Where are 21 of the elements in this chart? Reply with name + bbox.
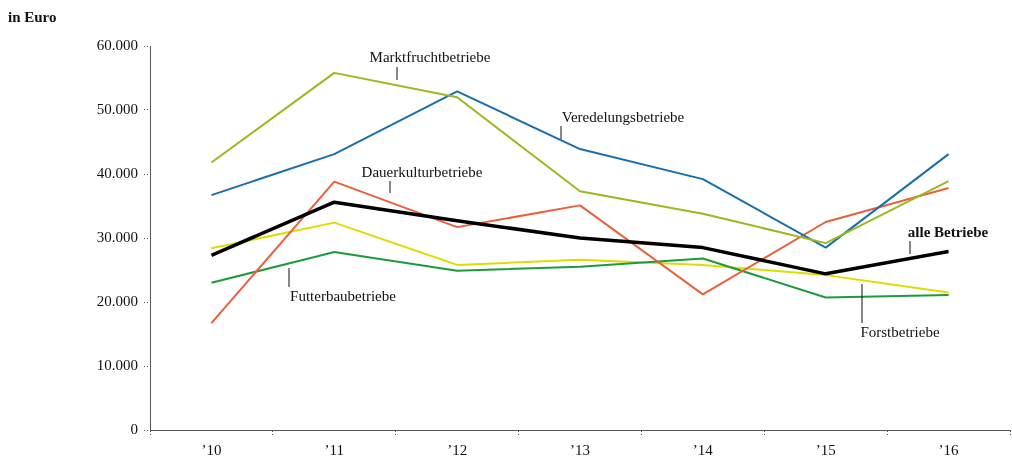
- series-label: Marktfruchtbetriebe: [369, 48, 491, 65]
- y-tick-label: 40.000: [96, 164, 138, 181]
- y-tick-label: 30.000: [96, 228, 138, 245]
- y-tick-label: 10.000: [96, 356, 138, 373]
- series-label: Veredelungsbetriebe: [561, 108, 685, 125]
- x-tick-label: ’10: [201, 441, 222, 457]
- x-tick-label: ’14: [692, 441, 714, 457]
- series-label: alle Betriebe: [907, 223, 989, 240]
- y-tick-label: 20.000: [96, 292, 138, 309]
- text: Forstbetriebe: [860, 323, 940, 340]
- series-label: Futterbaubetriebe: [290, 287, 397, 304]
- x-tick-label: ’15: [815, 441, 836, 457]
- x-tick-label: ’12: [447, 441, 468, 457]
- x-tick-label: ’11: [324, 441, 345, 457]
- chart-title: in Euro: [8, 8, 57, 25]
- x-tick-label: ’16: [938, 441, 960, 457]
- y-tick-label: 50.000: [96, 100, 138, 117]
- x-tick-label: ’13: [570, 441, 590, 457]
- y-tick-label: 0: [130, 420, 138, 437]
- y-tick-label: 60.000: [96, 36, 138, 53]
- series-label: Dauerkulturbetriebe: [361, 163, 483, 180]
